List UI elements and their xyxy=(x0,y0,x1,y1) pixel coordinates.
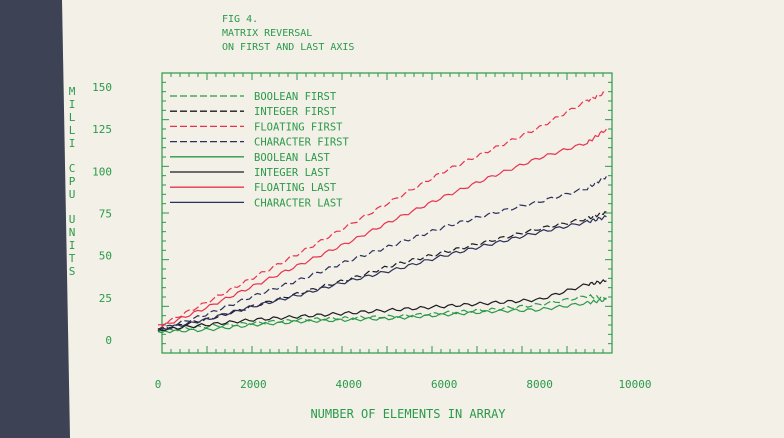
y-axis-label-char: I xyxy=(69,137,76,150)
x-tick-label: 8000 xyxy=(526,378,553,391)
series-line xyxy=(157,279,607,332)
series-lines xyxy=(157,91,607,334)
y-axis-label-char: I xyxy=(69,98,76,111)
y-axis-label-char: T xyxy=(69,252,76,265)
series-line xyxy=(157,128,607,331)
legend-label: CHARACTER FIRST xyxy=(254,137,350,149)
y-tick-label: 100 xyxy=(92,165,112,178)
y-axis-label-char: I xyxy=(69,239,76,252)
y-axis-label-char: L xyxy=(69,111,76,124)
y-axis-label-char: P xyxy=(69,175,76,188)
y-tick-label: 125 xyxy=(92,123,112,136)
y-axis-label-char: C xyxy=(69,162,76,175)
y-axis-label-char: N xyxy=(69,226,76,239)
x-tick-label: 4000 xyxy=(336,378,363,391)
dark-edge xyxy=(0,0,70,438)
y-axis-label-char: U xyxy=(69,188,76,201)
y-tick-label: 25 xyxy=(99,292,112,305)
series-line xyxy=(157,297,607,334)
series-line xyxy=(157,214,607,330)
figure-number: FIG 4. xyxy=(222,14,258,25)
paper-sheet xyxy=(62,0,784,438)
legend-label: INTEGER FIRST xyxy=(254,106,337,118)
legend-label: BOOLEAN FIRST xyxy=(254,91,337,103)
x-tick-label: 6000 xyxy=(431,378,458,391)
x-tick-labels: 0 2000 4000 6000 8000 10000 xyxy=(155,378,652,391)
y-tick-label: 50 xyxy=(99,250,112,263)
legend-label: CHARACTER LAST xyxy=(254,197,343,209)
y-axis-label-char: L xyxy=(69,124,76,137)
figure-title-line2: ON FIRST AND LAST AXIS xyxy=(222,42,354,53)
x-tick-label: 10000 xyxy=(618,378,651,391)
y-tick-label: 75 xyxy=(99,208,112,221)
legend: BOOLEAN FIRST INTEGER FIRST FLOATING FIRST… xyxy=(170,91,350,209)
y-tick-labels: 0 25 50 75 100 125 150 xyxy=(92,81,112,347)
x-tick-label: 0 xyxy=(155,378,162,391)
axis-ticks xyxy=(161,72,613,354)
y-axis-label-char: S xyxy=(69,265,76,278)
legend-label: INTEGER LAST xyxy=(254,167,331,179)
series-line xyxy=(157,91,607,326)
figure-title-line1: MATRIX REVERSAL xyxy=(222,28,312,39)
y-axis-label-char: U xyxy=(69,213,76,226)
x-tick-label: 2000 xyxy=(240,378,267,391)
legend-label: BOOLEAN LAST xyxy=(254,152,331,164)
y-axis-label-char: M xyxy=(69,85,76,98)
y-tick-label: 150 xyxy=(92,81,112,94)
legend-label: FLOATING LAST xyxy=(254,182,337,194)
x-axis-label: NUMBER OF ELEMENTS IN ARRAY xyxy=(310,407,506,421)
legend-label: FLOATING FIRST xyxy=(254,121,343,133)
series-line xyxy=(157,176,607,332)
y-tick-label: 0 xyxy=(105,334,112,347)
series-line xyxy=(157,211,607,332)
